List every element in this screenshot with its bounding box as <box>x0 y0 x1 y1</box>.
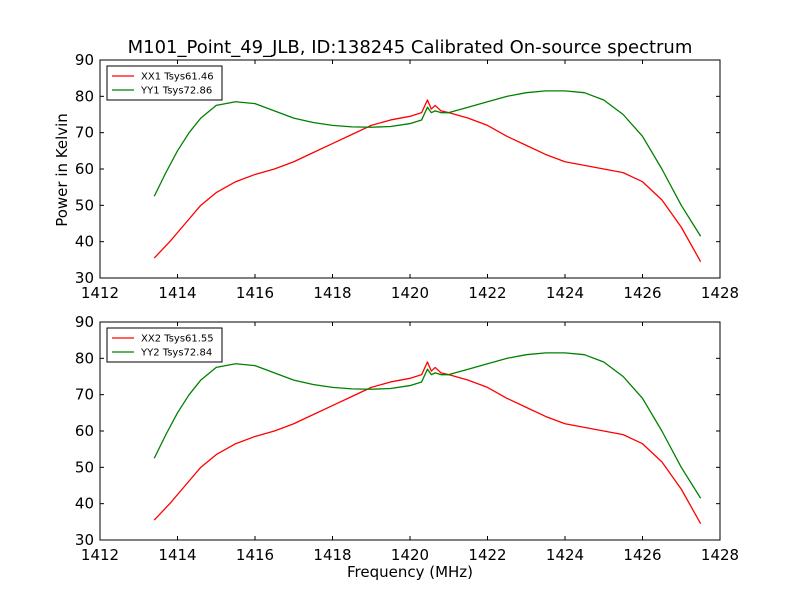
series-line-xx-panel-1 <box>153 99 702 262</box>
y-tick-label: 70 <box>75 124 94 142</box>
series-line-xx-panel-2 <box>153 361 702 524</box>
y-tick-label: 90 <box>75 313 94 331</box>
y-tick-label: 50 <box>75 458 94 476</box>
y-tick-label: 50 <box>75 196 94 214</box>
y-tick-label: 30 <box>75 269 94 287</box>
y-tick-label: 40 <box>75 233 94 251</box>
x-tick-label: 1412 <box>81 546 119 564</box>
x-tick-label: 1422 <box>468 284 506 302</box>
bottom-panel: 1412 1414 1416 1418 1420 1422 1424 1426 1428 30 40… <box>75 313 739 564</box>
x-tick-label: 1420 <box>391 546 429 564</box>
series-line-yy-panel-2 <box>153 352 702 499</box>
legend-label: YY1 Tsys72.86 <box>140 86 212 97</box>
y-tick-label: 70 <box>75 386 94 404</box>
x-tick-label: 1428 <box>701 546 739 564</box>
x-tick-label: 1424 <box>546 284 584 302</box>
chart-title: M101_Point_49_JLB, ID:138245 Calibrated … <box>128 37 693 58</box>
x-axis-label: Frequency (MHz) <box>347 563 473 581</box>
legend-box <box>106 327 223 363</box>
legend-label: XX1 Tsys61.46 <box>141 72 214 83</box>
legend-label: YY2 Tsys72.84 <box>140 348 212 359</box>
x-tick-label: 1418 <box>313 546 351 564</box>
x-tick-label: 1424 <box>546 546 584 564</box>
series-line-yy-panel-1 <box>153 90 702 237</box>
legend-label: XX2 Tsys61.55 <box>141 334 214 345</box>
x-tick-label: 1414 <box>158 546 196 564</box>
x-tick-label: 1428 <box>701 284 739 302</box>
x-tick-label: 1418 <box>313 284 351 302</box>
y-tick-label: 30 <box>75 531 94 549</box>
y-tick-label: 80 <box>75 349 94 367</box>
legend-box <box>106 65 223 101</box>
top-panel: 1412 1414 1416 1418 1420 1422 1424 1426 1428 30 40… <box>75 51 739 302</box>
x-tick-label: 1416 <box>236 284 274 302</box>
x-tick-label: 1412 <box>81 284 119 302</box>
y-tick-label: 90 <box>75 51 94 69</box>
x-tick-label: 1420 <box>391 284 429 302</box>
y-tick-label: 40 <box>75 495 94 513</box>
y-tick-label: 60 <box>75 160 94 178</box>
x-tick-label: 1422 <box>468 546 506 564</box>
x-tick-label: 1416 <box>236 546 274 564</box>
y-axis-label: Power in Kelvin <box>53 113 71 227</box>
x-tick-label: 1426 <box>623 546 661 564</box>
x-tick-label: 1414 <box>158 284 196 302</box>
y-tick-label: 80 <box>75 87 94 105</box>
y-tick-label: 60 <box>75 422 94 440</box>
x-tick-label: 1426 <box>623 284 661 302</box>
